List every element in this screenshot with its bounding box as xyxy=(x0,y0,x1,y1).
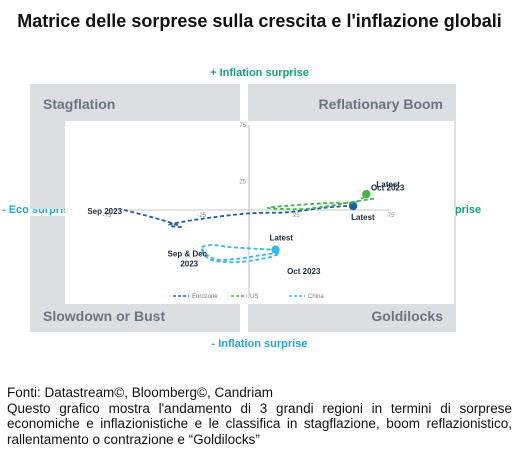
legend-label-eurozone: Eurozone xyxy=(192,294,218,300)
annotation-label: Latest xyxy=(270,234,294,243)
annotation-label: Latest xyxy=(351,213,375,222)
quadrant-label-slowdown: Slowdown or Bust xyxy=(43,308,166,324)
latest-point-us xyxy=(362,189,371,199)
annotation-label: Sep 2023 xyxy=(87,207,122,216)
x-tick-label: 75 xyxy=(388,213,395,219)
x-tick-label: -75 xyxy=(103,213,112,219)
series-line-eurozone xyxy=(123,204,356,228)
series-line-china xyxy=(200,244,281,264)
quadrant-label-stagflation: Stagflation xyxy=(43,96,116,112)
x-tick-label: 25 xyxy=(293,213,300,219)
legend-label-us: US xyxy=(250,294,258,300)
chart-title: Matrice delle sorprese sulla crescita e … xyxy=(17,11,502,31)
y-tick-label: 75 xyxy=(239,123,246,129)
series-line-us xyxy=(266,193,375,211)
quadrant-label-goldilocks: Goldilocks xyxy=(371,308,443,324)
x-tick-label: -25 xyxy=(197,213,206,219)
annotation-label: Sep & Dec 2023 xyxy=(168,249,208,268)
latest-point-eurozone xyxy=(348,201,358,211)
axis-label-bottom: - Inflation surprise xyxy=(211,338,308,350)
footer-description: Questo grafico mostra l'andamento di 3 g… xyxy=(7,400,512,447)
annotation-label: Latest xyxy=(376,180,400,189)
plot-area: -75 -25 25 75 75 25 Sep 2023 Oct 2023 Latest Late… xyxy=(65,121,454,304)
axis-label-top: + Inflation surprise xyxy=(210,67,309,79)
quadrant-label-reflationary-boom: Reflationary Boom xyxy=(318,96,443,112)
annotation-label: Oct 2023 xyxy=(287,267,321,276)
legend-label-china: China xyxy=(308,294,324,300)
footer: Fonti: Datastream©, Bloomberg©, Candriam… xyxy=(7,385,512,447)
latest-point-china xyxy=(271,245,280,254)
footer-source: Fonti: Datastream©, Bloomberg©, Candriam xyxy=(7,385,273,400)
y-tick-label: 25 xyxy=(239,180,246,186)
annotation-label: Oct 2023 xyxy=(371,184,405,193)
